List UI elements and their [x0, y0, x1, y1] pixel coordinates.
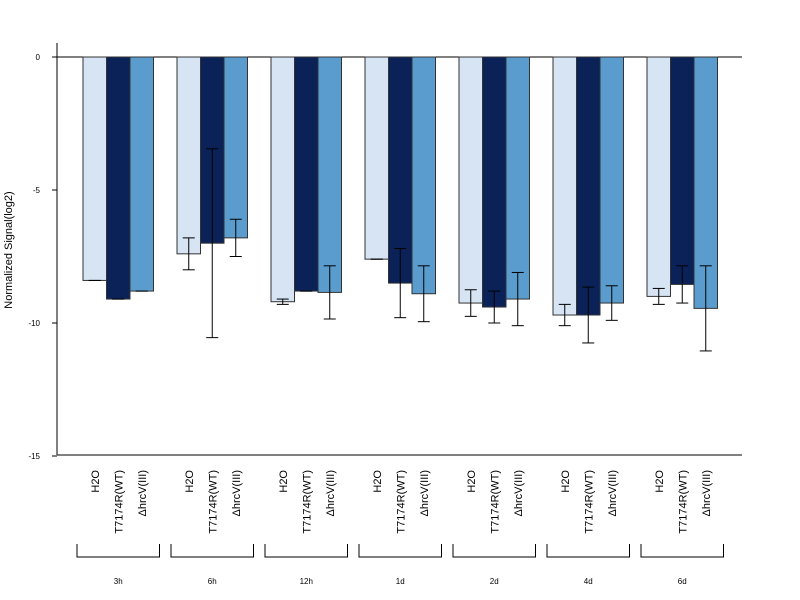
- series-tick-label: H2O: [560, 470, 572, 493]
- bar: [576, 56, 601, 316]
- bar: [82, 56, 107, 281]
- y-tick-label: -15: [28, 452, 40, 461]
- series-tick-label: T7174R(WT): [489, 470, 501, 534]
- group-bracket: [358, 544, 442, 558]
- group-label: 2d: [490, 577, 499, 586]
- bar: [670, 56, 695, 285]
- series-tick-label: H2O: [90, 470, 102, 493]
- bar: [270, 56, 295, 303]
- bar: [552, 56, 577, 316]
- group-label: 6h: [208, 577, 217, 586]
- group-bracket: [264, 544, 348, 558]
- group-label: 3h: [114, 577, 123, 586]
- series-tick-label: T7174R(WT): [677, 470, 689, 534]
- group-bracket: [546, 544, 630, 558]
- series-tick-label: ΔhrcV(III): [513, 470, 525, 516]
- group-label: 6d: [678, 577, 687, 586]
- series-tick-label: ΔhrcV(III): [231, 470, 243, 516]
- group-label: 12h: [300, 577, 313, 586]
- y-tick-label: 0: [36, 53, 41, 62]
- series-tick-label: T7174R(WT): [395, 470, 407, 534]
- group-label: 1d: [396, 577, 405, 586]
- series-tick-label: T7174R(WT): [207, 470, 219, 534]
- series-tick-label: ΔhrcV(III): [607, 470, 619, 516]
- series-tick-label: ΔhrcV(III): [137, 470, 149, 516]
- bar: [317, 56, 342, 293]
- x-axis-labels: H2O T7174R(WT) ΔhrcV(III) 3h H2O T7174R(WT) Δh…: [76, 470, 724, 586]
- y-axis-label: Normalized Signal(log2): [3, 191, 15, 308]
- bar: [129, 56, 154, 292]
- y-tick-label: -5: [33, 186, 41, 195]
- group-bracket: [640, 544, 724, 558]
- bar: [176, 56, 201, 255]
- bars: [82, 56, 718, 316]
- error-bars: [88, 148, 712, 352]
- y-tick-label: -10: [28, 319, 40, 328]
- group-bracket: [452, 544, 536, 558]
- series-tick-label: H2O: [278, 470, 290, 493]
- series-tick-label: T7174R(WT): [301, 470, 313, 534]
- bar: [482, 56, 507, 308]
- group-label: 4d: [584, 577, 593, 586]
- series-tick-label: T7174R(WT): [113, 470, 125, 534]
- series-tick-label: H2O: [654, 470, 666, 493]
- group-bracket: [170, 544, 254, 558]
- bar: [599, 56, 624, 304]
- bar: [646, 56, 671, 297]
- bar: [505, 56, 530, 300]
- bar: [411, 56, 436, 295]
- series-tick-label: H2O: [466, 470, 478, 493]
- bar: [223, 56, 248, 239]
- bar: [294, 56, 319, 292]
- series-tick-label: H2O: [372, 470, 384, 493]
- group-bracket: [76, 544, 160, 558]
- bar: [364, 56, 389, 260]
- bar: [106, 56, 131, 300]
- bar: [458, 56, 483, 304]
- series-tick-label: ΔhrcV(III): [419, 470, 431, 516]
- series-tick-label: T7174R(WT): [583, 470, 595, 534]
- series-tick-label: ΔhrcV(III): [701, 470, 713, 516]
- series-tick-label: ΔhrcV(III): [325, 470, 337, 516]
- series-tick-label: H2O: [184, 470, 196, 493]
